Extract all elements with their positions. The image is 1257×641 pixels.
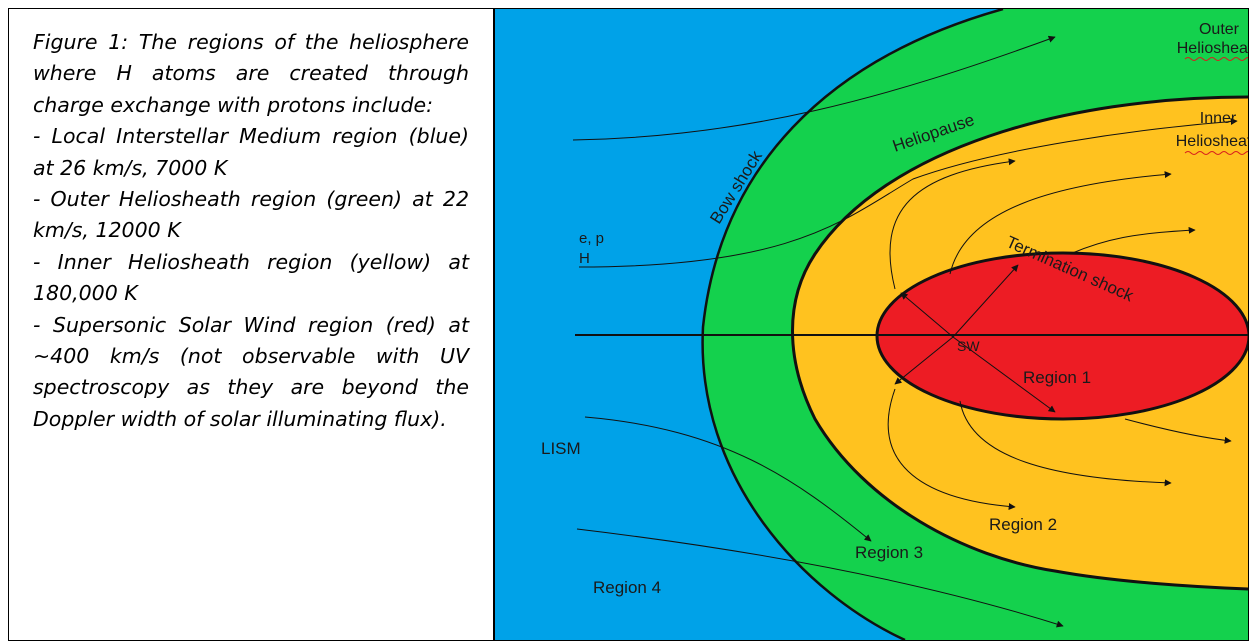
caption-title: Figure 1: The regions of the heliosphere… [33, 30, 469, 117]
caption-item-solar-wind: - Supersonic Solar Wind region (red) at … [33, 312, 469, 431]
column-divider [493, 9, 495, 640]
label-region-4: Region 4 [593, 578, 661, 597]
figure-caption: Figure 1: The regions of the heliosphere… [33, 27, 469, 435]
bow-shock-line [701, 9, 1004, 640]
label-region-3: Region 3 [855, 543, 923, 562]
label-region-2: Region 2 [989, 515, 1057, 534]
caption-item-outer-heliosheath: - Outer Heliosheath region (green) at 22… [33, 187, 469, 243]
inner-flow-1 [889, 158, 1016, 290]
inner-flow-5 [959, 400, 1172, 487]
sw-arrow-upper-left [900, 292, 954, 338]
sw-arrow-upper-right [952, 264, 1019, 338]
inner-flow-2 [949, 171, 1172, 275]
flow-line-upper [578, 118, 1238, 268]
flow-line-lower [584, 416, 872, 542]
spellcheck-underline-outer [1184, 57, 1248, 61]
inner-flow-4 [1124, 418, 1232, 444]
label-inner-heliosheath-2: Heliosheath [1176, 133, 1248, 150]
label-sw: SW [957, 338, 980, 354]
label-region-1: Region 1 [1023, 368, 1091, 387]
label-ep: e, p [579, 230, 604, 247]
label-h: H [579, 250, 590, 267]
flow-line-top [572, 35, 1056, 141]
label-inner-heliosheath-1: Inner [1200, 110, 1237, 127]
heliosphere-diagram: Outer Heliosheath Inner Heliosheath Heli… [495, 9, 1248, 640]
heliopause-line [791, 95, 1248, 591]
flow-line-bottom [576, 528, 1064, 628]
label-lism: LISM [541, 439, 581, 458]
label-outer-heliosheath-2: Heliosheath [1177, 40, 1248, 57]
spellcheck-underline-inner [1184, 151, 1248, 155]
sw-arrow-lower-left [894, 336, 954, 385]
figure-frame: Figure 1: The regions of the heliosphere… [8, 8, 1249, 641]
caption-item-lism: - Local Interstellar Medium region (blue… [33, 124, 469, 180]
inner-flow-3 [1069, 226, 1196, 255]
caption-item-inner-heliosheath: - Inner Heliosheath region (yellow) at 1… [33, 249, 469, 306]
label-outer-heliosheath-1: Outer [1199, 21, 1240, 38]
inner-flow-6 [887, 388, 1016, 510]
sw-arrow-lower-right [952, 336, 1056, 413]
